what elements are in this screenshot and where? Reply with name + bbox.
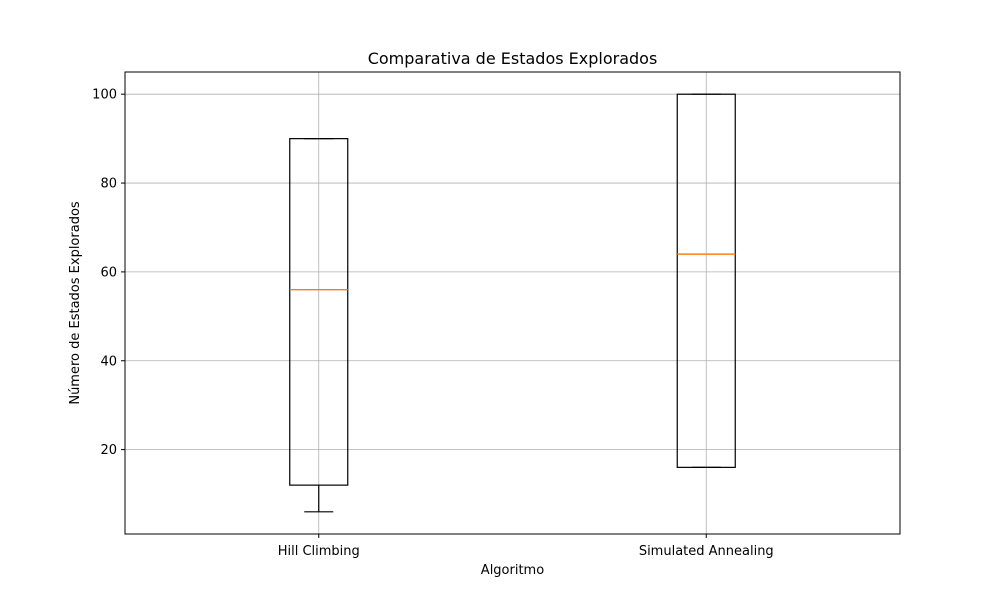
axis-ticks: 20 40 60 80 100 Hill Climbing Simulated Anneal… — [92, 88, 774, 559]
boxplots — [289, 93, 736, 513]
chart-title: Comparativa de Estados Explorados — [368, 49, 658, 68]
x-tick-label: Hill Climbing — [278, 544, 360, 559]
x-axis-label: Algoritmo — [481, 563, 544, 578]
y-tick-label: 80 — [100, 177, 117, 192]
x-tick-label: Simulated Annealing — [639, 544, 774, 559]
y-tick-label: 60 — [100, 265, 117, 280]
plot-area-frame — [124, 71, 901, 535]
box-hill-climbing — [289, 138, 349, 486]
y-tick-label: 40 — [100, 354, 117, 369]
grid — [125, 72, 900, 534]
box-simulated-annealing — [676, 93, 736, 468]
y-tick-label: 100 — [92, 88, 117, 103]
y-axis-label: Número de Estados Explorados — [68, 201, 83, 405]
y-tick-label: 20 — [100, 443, 117, 458]
